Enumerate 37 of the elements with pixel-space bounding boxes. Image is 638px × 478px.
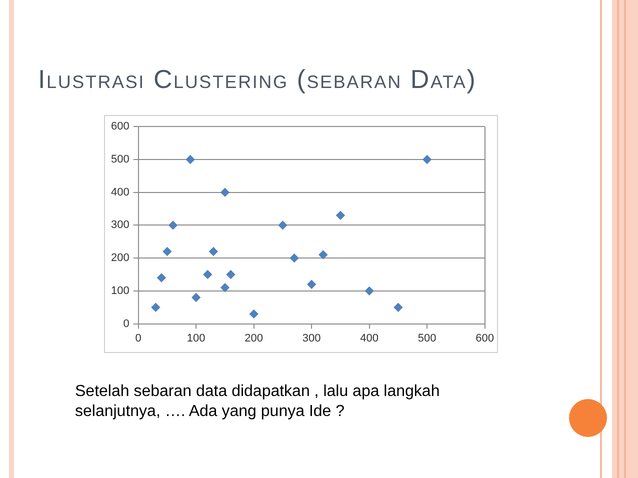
- point: [168, 220, 178, 230]
- point: [220, 188, 230, 197]
- point: [192, 292, 201, 302]
- point: [318, 250, 328, 260]
- point: [249, 309, 258, 319]
- x-tick-label: 300: [302, 332, 321, 344]
- point: [203, 270, 212, 280]
- y-tick-label: 0: [123, 318, 130, 330]
- y-tick-label: 500: [110, 154, 130, 166]
- chart-title: Ilustrasi Clustering (sebaran Data): [38, 64, 477, 95]
- x-tick-label: 200: [244, 332, 264, 344]
- x-tick-label: 500: [418, 332, 436, 344]
- point: [290, 253, 299, 263]
- point: [220, 283, 230, 292]
- point: [208, 246, 218, 256]
- x-tick-label: 0: [135, 332, 142, 344]
- x-tick-label: 400: [360, 332, 379, 344]
- chart-frame: 0 100 200 300 400 500 600 0 100 200 300 400 500 600: [104, 115, 498, 353]
- y-tick-label: 300: [110, 219, 130, 232]
- x-tick-label: 100: [186, 332, 206, 344]
- y-tick-label: 400: [110, 186, 130, 198]
- point: [336, 210, 346, 220]
- point: [306, 280, 316, 289]
- point: [186, 154, 195, 164]
- text: Setelah sebaran data didapatkan , lalu apa langkah selanjutnya, …. Ada yang punya Ide ?: [75, 382, 441, 422]
- point: [151, 302, 160, 312]
- point: [278, 220, 288, 230]
- point: [422, 154, 432, 164]
- x-tick-label: 600: [476, 332, 494, 344]
- y-tick-label: 100: [110, 284, 130, 297]
- point: [364, 286, 374, 296]
- point: [156, 273, 166, 282]
- y-tick-label: 600: [110, 120, 130, 133]
- point: [394, 302, 403, 312]
- point: [226, 270, 236, 280]
- point: [162, 246, 172, 256]
- y-tick-label: 200: [110, 252, 130, 264]
